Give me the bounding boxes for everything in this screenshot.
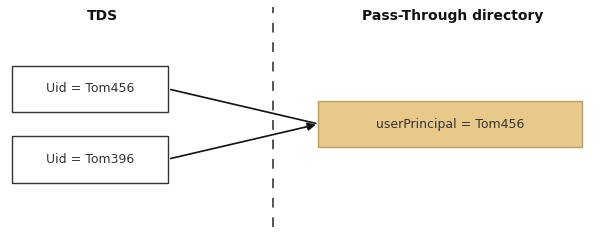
FancyBboxPatch shape (318, 101, 582, 147)
Text: Uid = Tom456: Uid = Tom456 (46, 82, 134, 95)
Text: Pass-Through directory: Pass-Through directory (362, 9, 544, 23)
Text: TDS: TDS (86, 9, 118, 23)
Text: userPrincipal = Tom456: userPrincipal = Tom456 (376, 117, 524, 131)
FancyBboxPatch shape (12, 66, 168, 112)
FancyBboxPatch shape (12, 136, 168, 183)
Text: Uid = Tom396: Uid = Tom396 (46, 153, 134, 166)
